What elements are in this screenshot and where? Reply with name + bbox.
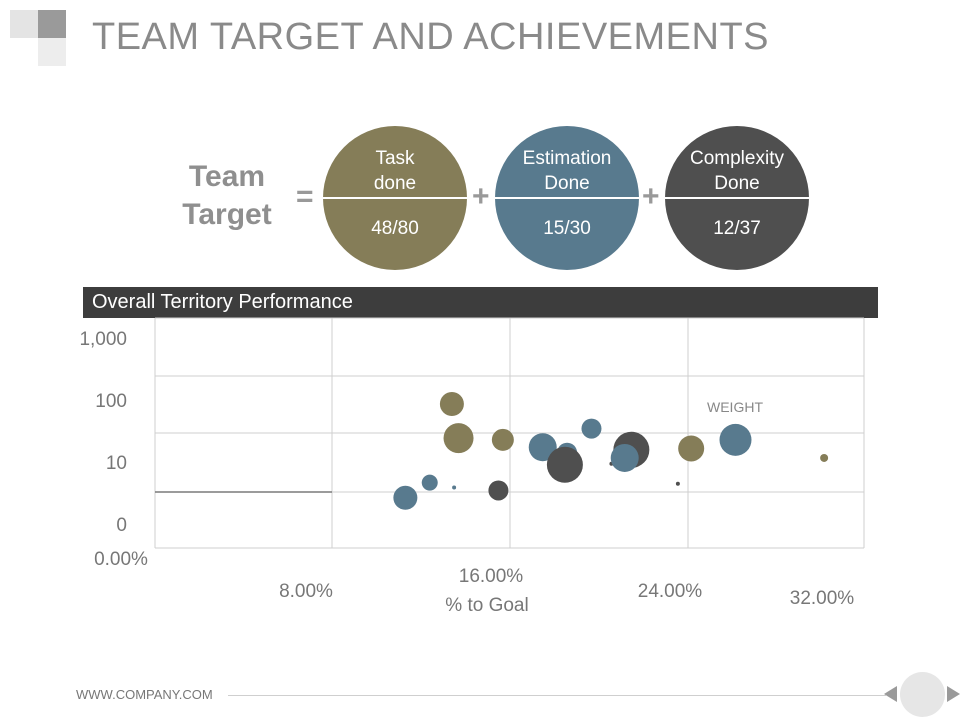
x-tick-label: 8.00%: [279, 581, 333, 602]
y-tick-label: 10: [106, 453, 127, 474]
y-tick-label: 0: [116, 515, 127, 536]
x-tick-label: 16.00%: [459, 566, 524, 587]
estimation-done-label: Estimation Done: [501, 146, 633, 196]
equals-sign: =: [296, 180, 314, 213]
scatter-point: [820, 453, 829, 462]
scatter-point: [439, 391, 464, 416]
next-arrow-icon[interactable]: [947, 686, 960, 702]
circle-label-line2: Done: [544, 173, 590, 194]
page-title: TEAM TARGET AND ACHIEVEMENTS: [92, 16, 770, 58]
plus-sign-1: +: [472, 180, 490, 213]
scatter-point: [488, 480, 509, 501]
circle-divider: [665, 197, 809, 199]
circle-label-line1: Estimation: [522, 148, 612, 169]
scatter-point: [719, 423, 752, 456]
scatter-point: [421, 474, 438, 491]
scatter-point: [452, 485, 457, 490]
x-axis-label: % to Goal: [445, 595, 528, 616]
circle-divider: [323, 197, 467, 199]
previous-arrow-icon[interactable]: [884, 686, 897, 702]
scatter-point: [443, 423, 474, 454]
complexity-done-label: Complexity Done: [671, 146, 803, 196]
scatter-point: [610, 443, 639, 472]
y-tick-label: 1,000: [79, 329, 127, 350]
scatter-point: [675, 481, 680, 486]
scatter-point: [678, 435, 705, 462]
plus-sign-2: +: [642, 180, 660, 213]
x-tick-label: 24.00%: [638, 581, 703, 602]
scatter-point: [581, 418, 602, 439]
circle-label-line1: Complexity: [690, 148, 784, 169]
team-target-label: Team Target: [172, 158, 282, 234]
estimation-done-circle: Estimation Done 15/30: [495, 126, 639, 270]
task-done-circle: Task done 48/80: [323, 126, 467, 270]
circle-label-line1: Task: [375, 148, 415, 169]
y-tick-label: 100: [95, 391, 127, 412]
scatter-point: [528, 433, 557, 462]
corner-decoration: [10, 10, 70, 70]
weight-annotation: WEIGHT: [707, 399, 763, 415]
task-done-value: 48/80: [371, 218, 419, 239]
nav-circle-icon[interactable]: [900, 672, 945, 717]
scatter-point: [491, 428, 514, 451]
chart-title-bar: Overall Territory Performance: [83, 287, 878, 318]
footer-divider: [228, 695, 886, 696]
circle-label-line2: done: [373, 173, 417, 194]
x-tick-label: 32.00%: [790, 588, 855, 609]
scatter-point: [393, 485, 418, 510]
complexity-done-value: 12/37: [713, 218, 761, 239]
scatter-point: [546, 446, 583, 483]
estimation-done-value: 15/30: [543, 218, 591, 239]
team-target-line1: Team: [188, 160, 266, 193]
complexity-done-circle: Complexity Done 12/37: [665, 126, 809, 270]
team-target-line2: Target: [182, 198, 272, 231]
circle-label-line2: Done: [714, 173, 760, 194]
x-tick-label: 0.00%: [94, 549, 148, 570]
task-done-label: Task done: [329, 146, 461, 196]
circle-divider: [495, 197, 639, 199]
footer-url: WWW.COMPANY.COM: [76, 687, 213, 702]
